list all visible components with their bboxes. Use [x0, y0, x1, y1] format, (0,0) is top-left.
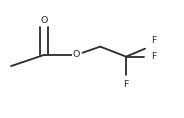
- Text: O: O: [73, 50, 80, 59]
- Text: F: F: [123, 80, 129, 89]
- Text: F: F: [151, 52, 156, 61]
- Text: O: O: [40, 16, 48, 25]
- Text: F: F: [151, 36, 156, 45]
